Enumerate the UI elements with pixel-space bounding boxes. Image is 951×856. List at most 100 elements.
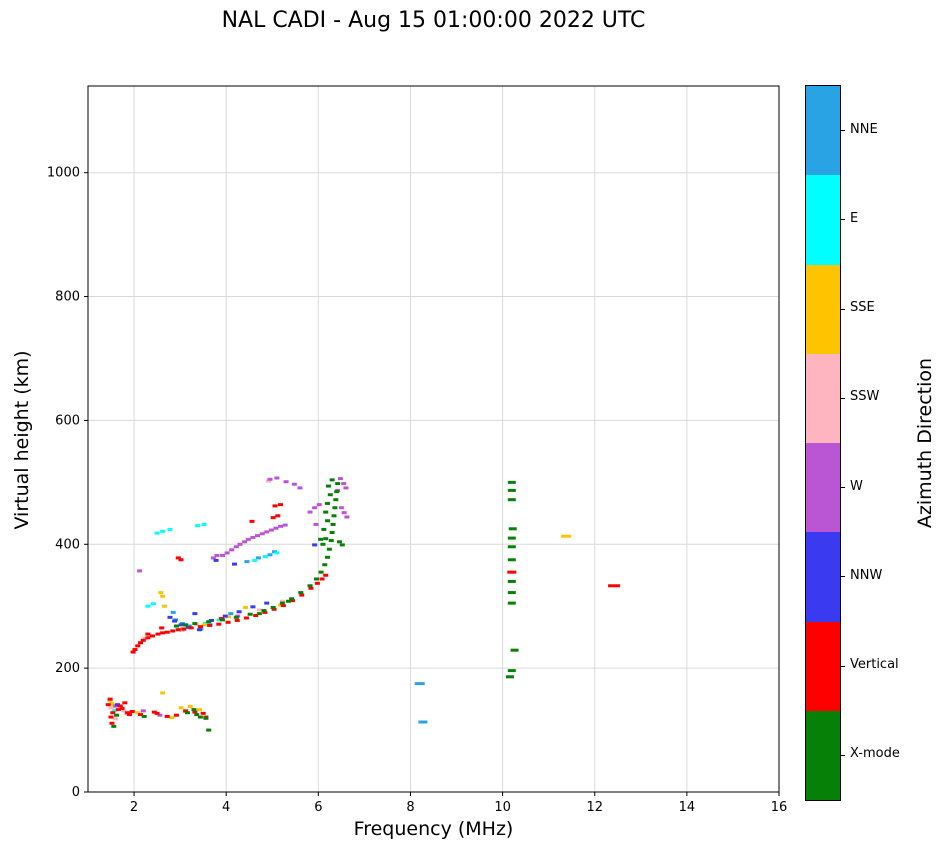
data-point-vertical — [275, 514, 281, 518]
data-point-w — [157, 713, 163, 717]
data-point-w — [255, 534, 261, 538]
x-tick-label: 14 — [679, 800, 696, 815]
data-point-nnw — [178, 623, 184, 627]
data-point-nnw — [208, 618, 214, 622]
data-point-w — [344, 515, 350, 519]
data-point-vertical — [145, 632, 151, 636]
legend-segment-ssw — [806, 353, 840, 443]
data-point-w — [312, 506, 318, 510]
data-point-nnw — [114, 703, 120, 707]
data-point-sse — [187, 705, 193, 709]
data-point-x-mode — [510, 648, 519, 652]
data-point-x-mode — [307, 584, 313, 588]
data-point-e — [154, 531, 160, 535]
x-tick-label: 12 — [586, 800, 603, 815]
data-point-w — [259, 532, 265, 536]
data-point-x-mode — [298, 591, 304, 595]
data-point-vertical — [280, 604, 286, 608]
data-point-x-mode — [335, 482, 341, 486]
data-point-vertical — [110, 711, 116, 715]
y-tick-label: 1000 — [47, 166, 80, 181]
data-point-e — [150, 602, 156, 606]
data-point-vertical — [216, 622, 222, 626]
data-point-x-mode — [220, 618, 226, 622]
data-point-vertical — [253, 614, 259, 617]
data-point-x-mode — [332, 506, 338, 510]
plot-frame — [87, 85, 780, 793]
data-point-vertical — [160, 631, 166, 635]
data-point-vertical — [278, 503, 284, 507]
data-point-nnw — [222, 614, 228, 618]
legend-tick — [840, 308, 845, 310]
data-point-x-mode — [322, 563, 328, 567]
data-point-vertical — [175, 628, 181, 632]
legend-tick — [840, 754, 845, 756]
data-point-x-mode — [507, 498, 516, 502]
data-point-w — [220, 553, 226, 557]
data-point-w — [224, 551, 230, 555]
data-point-w — [267, 477, 273, 481]
data-point-vertical — [207, 623, 213, 627]
data-point-x-mode — [327, 493, 333, 497]
data-point-x-mode — [333, 498, 339, 502]
data-point-e — [195, 524, 201, 528]
data-point-vertical — [155, 632, 161, 636]
data-point-vertical — [314, 581, 320, 585]
legend-segment-nne — [806, 86, 840, 176]
data-point-vertical — [507, 570, 517, 574]
data-point-x-mode — [328, 539, 334, 543]
data-point-sse — [278, 603, 284, 607]
data-point-x-mode — [329, 478, 335, 482]
legend-tick — [840, 219, 845, 221]
data-point-x-mode — [325, 501, 331, 505]
data-point-nnw — [185, 625, 191, 629]
data-point-vertical — [170, 629, 176, 633]
data-point-vertical — [108, 715, 114, 719]
y-tick-label: 200 — [55, 661, 80, 676]
data-point-x-mode — [203, 716, 209, 720]
data-point-x-mode — [318, 570, 324, 574]
colorbar-gradient — [805, 85, 841, 801]
data-point-e — [252, 558, 258, 562]
legend-label-e: E — [850, 210, 859, 226]
legend-segment-e — [806, 175, 840, 265]
data-point-vertical — [200, 711, 206, 715]
data-point-vertical — [164, 714, 170, 718]
legend-segment-x-mode — [806, 710, 840, 800]
data-point-vertical — [145, 636, 151, 640]
x-tick-label: 4 — [222, 800, 230, 815]
data-point-x-mode — [141, 714, 147, 718]
chart-title: NAL CADI - Aug 15 01:00:00 2022 UTC — [221, 8, 646, 33]
data-point-vertical — [119, 706, 125, 710]
data-point-vertical — [138, 641, 144, 645]
data-point-x-mode — [185, 711, 191, 715]
y-axis-label: Virtual height (km) — [11, 350, 33, 530]
x-axis-label: Frequency (MHz) — [353, 818, 514, 840]
data-point-nnw — [196, 628, 202, 632]
data-point-sse — [226, 615, 232, 619]
data-point-x-mode — [323, 537, 329, 541]
data-point-x-mode — [508, 527, 517, 531]
data-point-w — [210, 556, 216, 560]
data-point-w — [273, 526, 279, 530]
data-point-vertical — [299, 593, 305, 597]
data-point-x-mode — [206, 620, 212, 624]
data-point-x-mode — [507, 558, 516, 562]
data-point-x-mode — [206, 728, 212, 732]
data-point-w — [283, 480, 289, 484]
ionogram-plot: 2 4 6 8 10 12 14 16 0 200 400 600 800 1000 — [47, 85, 787, 815]
data-point-w — [264, 530, 270, 534]
data-point-vertical — [183, 709, 189, 713]
data-point-w — [242, 540, 248, 544]
data-point-x-mode — [507, 536, 516, 540]
data-point-w — [250, 535, 256, 539]
data-point-ssw — [121, 709, 127, 713]
data-point-sse — [243, 605, 249, 609]
legend-tick — [840, 487, 845, 489]
y-tick-label: 800 — [55, 290, 80, 305]
data-point-x-mode — [318, 537, 324, 541]
data-point-w — [274, 476, 280, 480]
data-point-nnw — [250, 605, 256, 609]
data-point-x-mode — [233, 615, 239, 619]
data-point-vertical — [140, 638, 146, 642]
